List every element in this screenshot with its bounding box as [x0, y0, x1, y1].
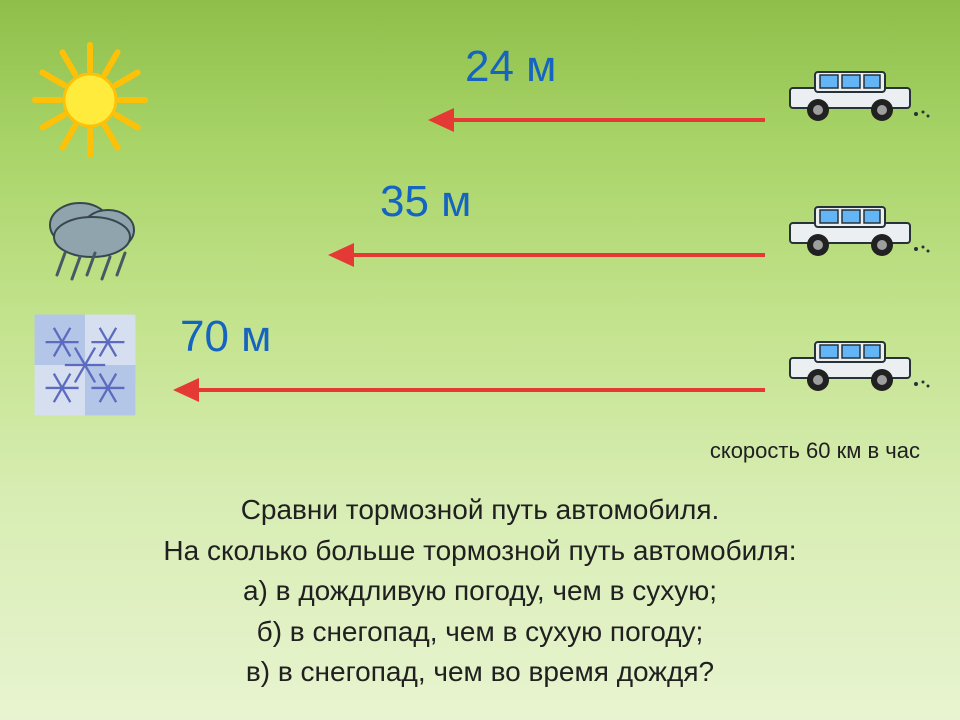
question-line: а) в дождливую погоду, чем в сухую; — [0, 571, 960, 612]
speed-label: скорость 60 км в час — [710, 438, 920, 464]
question-line: Сравни тормозной путь автомобиля. — [0, 490, 960, 531]
row-snowy: 70 м — [0, 290, 960, 430]
braking-arrow — [330, 250, 765, 260]
snow-icon — [30, 310, 150, 430]
distance-label: 70 м — [180, 312, 271, 362]
question-line: в) в снегопад, чем во время дождя? — [0, 652, 960, 693]
row-rainy: 35 м — [0, 155, 960, 295]
car-icon — [780, 60, 930, 125]
braking-arrow — [430, 115, 765, 125]
row-sunny: 24 м — [0, 20, 960, 160]
distance-label: 24 м — [465, 42, 556, 92]
question-line: б) в снегопад, чем в сухую погоду; — [0, 612, 960, 653]
rain-icon — [30, 175, 150, 295]
question-line: На сколько больше тормозной путь автомоб… — [0, 531, 960, 572]
distance-label: 35 м — [380, 177, 471, 227]
sun-icon — [30, 40, 150, 160]
car-icon — [780, 330, 930, 395]
braking-arrow — [175, 385, 765, 395]
question-block: Сравни тормозной путь автомобиля.На скол… — [0, 490, 960, 693]
car-icon — [780, 195, 930, 260]
